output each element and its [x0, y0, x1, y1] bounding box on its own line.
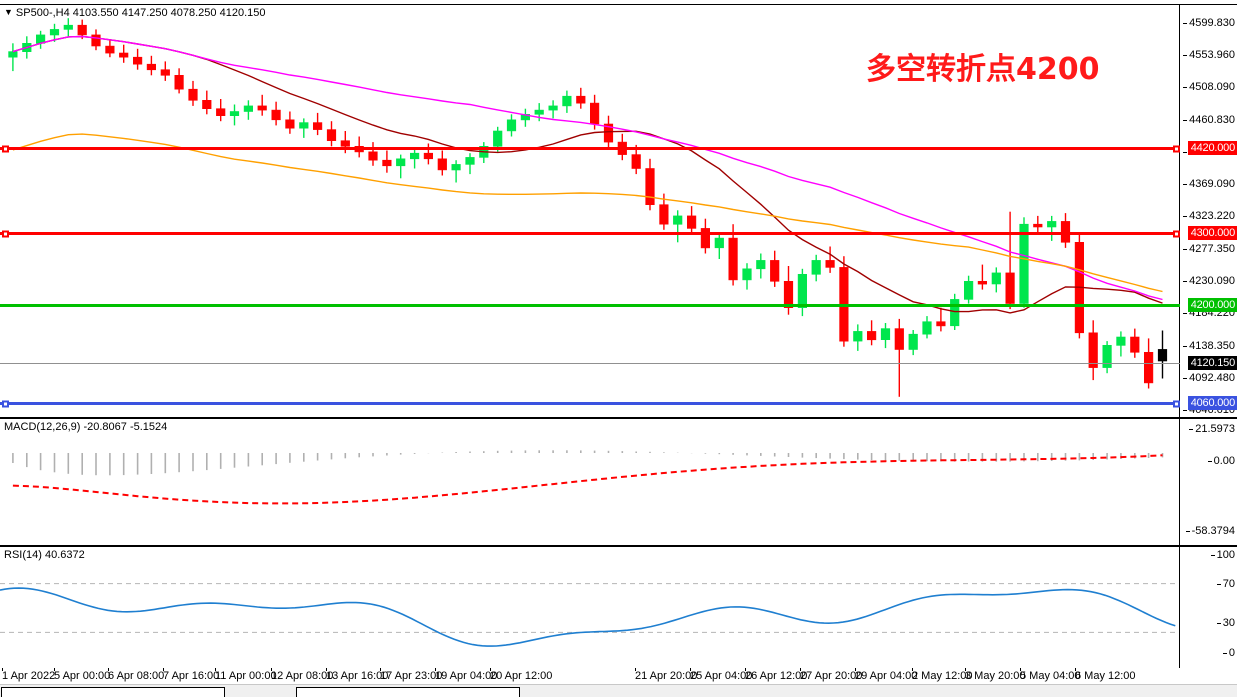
- time-axis-tick: [855, 668, 856, 671]
- axis-tick-label: 4553.960: [1183, 49, 1235, 61]
- time-axis[interactable]: 1 Apr 2022 5 Apr 00:00 6 Apr 08:00 7 Apr 16…: [0, 668, 1237, 684]
- rsi-label: RSI(14) 40.6372: [4, 549, 85, 561]
- rsi-plot-area[interactable]: [0, 547, 1180, 669]
- taskbar-window-2[interactable]: [296, 687, 520, 697]
- time-axis-tick: [108, 668, 109, 671]
- time-axis-label: 1 Apr 2022: [2, 670, 56, 682]
- level-drag-handle[interactable]: [2, 230, 9, 237]
- axis-tick-label: 4092.480: [1183, 372, 1235, 384]
- time-axis-label: 2 May 12:00: [912, 670, 973, 682]
- time-axis-label: 7 Apr 16:00: [163, 670, 220, 682]
- time-axis-label: 5 Apr 00:00: [54, 670, 111, 682]
- time-axis-tick: [380, 668, 381, 671]
- time-axis-label: 21 Apr 20:00: [635, 670, 698, 682]
- macd-label: MACD(12,26,9) -20.8067 -5.1524: [4, 421, 168, 433]
- axis-tick-label: 4323.220: [1183, 210, 1235, 222]
- time-axis-tick: [690, 668, 691, 671]
- level-drag-handle-right[interactable]: [1173, 230, 1180, 237]
- time-axis-label: 17 Apr 23:00: [380, 670, 443, 682]
- axis-tick-label: 4277.350: [1183, 243, 1235, 255]
- time-axis-label: 29 Apr 04:00: [855, 670, 918, 682]
- time-axis-label: 6 May 12:00: [1075, 670, 1136, 682]
- axis-tick-label: -58.3794: [1185, 525, 1235, 537]
- axis-tick-label: 4599.830: [1183, 17, 1235, 29]
- macd-indicator-pane[interactable]: 21.5973 0.00 -58.3794 MACD(12,26,9) -20.80…: [0, 418, 1237, 546]
- time-axis-tick: [271, 668, 272, 671]
- time-axis-tick: [745, 668, 746, 671]
- price-axis[interactable]: 4599.8304553.9604508.0904460.8304414.960…: [1179, 5, 1237, 417]
- time-axis-label: 19 Apr 04:00: [435, 670, 498, 682]
- macd-axis[interactable]: 21.5973 0.00 -58.3794: [1179, 419, 1237, 545]
- level-drag-handle[interactable]: [2, 400, 9, 407]
- axis-tick-label: 30: [1216, 617, 1235, 629]
- axis-tick-label: 4230.090: [1183, 275, 1235, 287]
- axis-tick-label: 4369.090: [1183, 178, 1235, 190]
- price-level-label-pivot-4200[interactable]: 4200.000: [1187, 298, 1237, 312]
- price-level-label-support-4060[interactable]: 4060.000: [1187, 396, 1237, 410]
- time-axis-label: 26 Apr 12:00: [745, 670, 808, 682]
- time-axis-label: 3 May 20:00: [965, 670, 1026, 682]
- price-level-label-resistance-4300[interactable]: 4300.000: [1187, 226, 1237, 240]
- axis-tick-label: 4508.090: [1183, 81, 1235, 93]
- time-axis-tick: [965, 668, 966, 671]
- axis-tick-label: 4138.350: [1183, 340, 1235, 352]
- time-axis-tick: [215, 668, 216, 671]
- time-axis-label: 20 Apr 12:00: [490, 670, 553, 682]
- axis-tick-label: 0: [1222, 647, 1235, 659]
- time-axis-label: 5 May 04:00: [1020, 670, 1081, 682]
- chevron-down-icon[interactable]: ▼: [4, 7, 13, 17]
- symbol-header-text: SP500-,H4 4103.550 4147.250 4078.250 412…: [15, 7, 266, 19]
- taskbar-strip: [0, 684, 1237, 697]
- time-axis-tick: [435, 668, 436, 671]
- chart-annotation-text: 多空转折点4200: [866, 52, 1100, 87]
- price-level-line-resistance-4420[interactable]: [0, 145, 1180, 152]
- time-axis-tick: [635, 668, 636, 671]
- time-axis-tick: [163, 668, 164, 671]
- level-drag-handle-right[interactable]: [1173, 145, 1180, 152]
- time-axis-label: 6 Apr 08:00: [108, 670, 165, 682]
- price-level-line-support-4060[interactable]: [0, 400, 1180, 407]
- level-drag-handle[interactable]: [2, 145, 9, 152]
- time-axis-tick: [2, 668, 3, 671]
- price-level-line-pivot-4200[interactable]: [0, 304, 1180, 307]
- time-axis-label: 13 Apr 16:00: [326, 670, 389, 682]
- price-plot-area[interactable]: [0, 5, 1180, 417]
- price-level-line-resistance-4300[interactable]: [0, 230, 1180, 237]
- time-axis-tick: [1020, 668, 1021, 671]
- time-axis-tick: [54, 668, 55, 671]
- axis-tick-label: 21.5973: [1189, 423, 1235, 435]
- time-axis-tick: [490, 668, 491, 671]
- price-level-line-last-price[interactable]: [0, 363, 1180, 364]
- level-drag-handle-right[interactable]: [1173, 400, 1180, 407]
- time-axis-tick: [912, 668, 913, 671]
- axis-tick-label: 100: [1210, 549, 1235, 561]
- axis-tick-label: 70: [1216, 578, 1235, 590]
- time-axis-label: 12 Apr 08:00: [271, 670, 334, 682]
- price-level-label-last-price[interactable]: 4120.150: [1187, 356, 1237, 370]
- rsi-indicator-pane[interactable]: 100 70 30 0 RSI(14) 40.6372: [0, 546, 1237, 670]
- axis-tick-label: 0.00: [1207, 455, 1235, 467]
- taskbar-window-1[interactable]: [1, 687, 225, 697]
- time-axis-tick: [800, 668, 801, 671]
- price-chart-pane[interactable]: 4599.8304553.9604508.0904460.8304414.960…: [0, 4, 1237, 418]
- time-axis-label: 27 Apr 20:00: [800, 670, 863, 682]
- rsi-axis[interactable]: 100 70 30 0: [1179, 547, 1237, 669]
- price-level-label-resistance-4420[interactable]: 4420.000: [1187, 141, 1237, 155]
- time-axis-tick: [326, 668, 327, 671]
- time-axis-label: 25 Apr 04:00: [690, 670, 753, 682]
- axis-tick-label: 4460.830: [1183, 114, 1235, 126]
- macd-plot-area[interactable]: [0, 419, 1180, 545]
- time-axis-tick: [1075, 668, 1076, 671]
- time-axis-label: 11 Apr 00:00: [215, 670, 277, 682]
- symbol-header[interactable]: ▼ SP500-,H4 4103.550 4147.250 4078.250 41…: [4, 7, 265, 19]
